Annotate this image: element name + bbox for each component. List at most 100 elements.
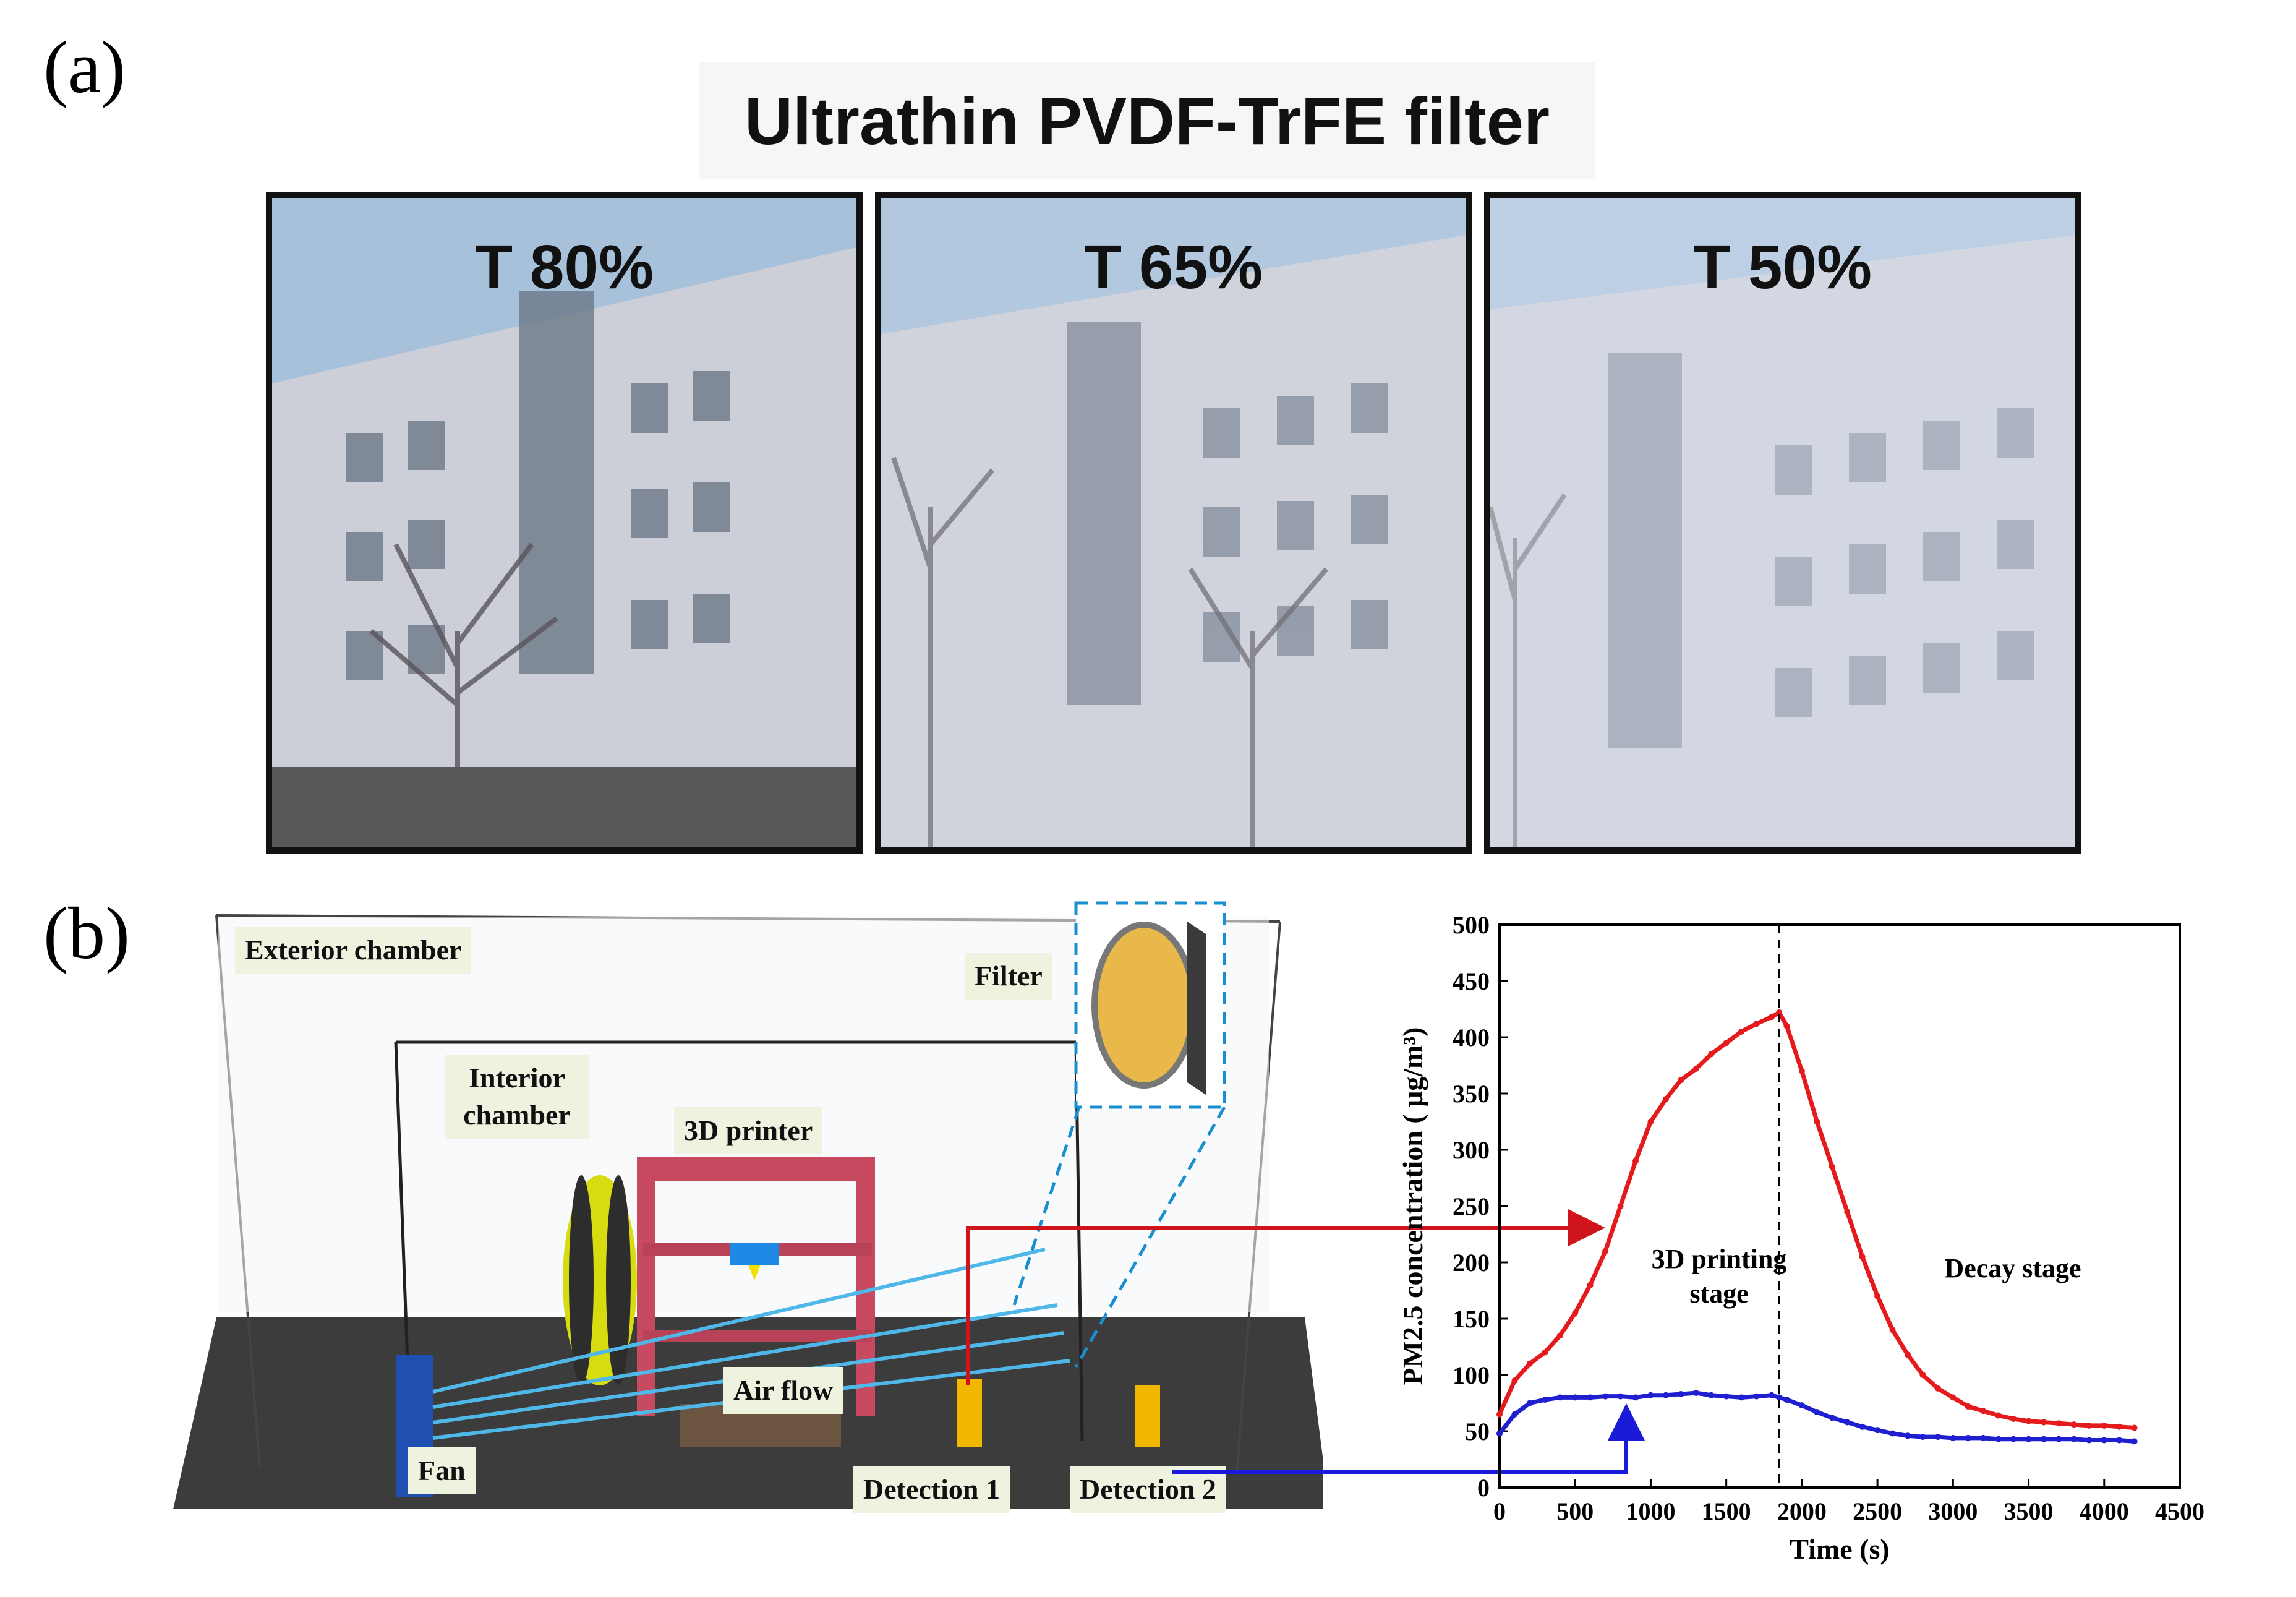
data-point xyxy=(1919,1372,1926,1378)
data-point xyxy=(1934,1434,1941,1441)
data-point xyxy=(1542,1397,1548,1403)
data-point xyxy=(1769,1014,1775,1021)
data-point xyxy=(1814,1118,1820,1125)
y-tick-label: 450 xyxy=(1453,967,1490,995)
data-point xyxy=(1572,1309,1579,1316)
data-point xyxy=(1934,1385,1941,1392)
x-tick-label: 4500 xyxy=(2155,1497,2204,1525)
data-point xyxy=(1738,1394,1745,1401)
data-point xyxy=(2070,1421,2077,1428)
data-point xyxy=(2101,1437,2107,1444)
data-point xyxy=(1738,1028,1745,1035)
interior-chamber-label: Interior chamber xyxy=(445,1055,589,1139)
data-point xyxy=(1647,1392,1654,1398)
y-tick-label: 250 xyxy=(1453,1192,1490,1220)
data-point xyxy=(1859,1423,1866,1430)
data-point xyxy=(1829,1415,1835,1421)
data-point xyxy=(1662,1096,1669,1103)
data-point xyxy=(1889,1430,1896,1437)
data-point xyxy=(1995,1412,2002,1419)
filter-title-box: Ultrathin PVDF-TrFE filter xyxy=(699,62,1595,179)
x-tick-label: 3000 xyxy=(1928,1497,1978,1525)
exterior-chamber-label: Exterior chamber xyxy=(235,927,472,974)
data-point xyxy=(1769,1392,1775,1398)
data-point xyxy=(2070,1436,2077,1442)
data-point xyxy=(1587,1282,1594,1288)
panel-a-label: (a) xyxy=(43,26,126,108)
y-tick-label: 350 xyxy=(1453,1080,1490,1108)
data-point xyxy=(2101,1422,2107,1429)
filter-title: Ultrathin PVDF-TrFE filter xyxy=(744,83,1550,158)
data-point xyxy=(1602,1393,1609,1400)
data-point xyxy=(1496,1411,1503,1418)
x-axis-label: Time (s) xyxy=(1790,1533,1889,1565)
data-point xyxy=(1844,1209,1851,1215)
data-point xyxy=(1511,1377,1518,1384)
building-scene-icon xyxy=(881,198,1466,847)
data-point xyxy=(2116,1437,2123,1444)
data-point xyxy=(1798,1402,1805,1409)
data-point xyxy=(1692,1390,1699,1397)
filament-spool xyxy=(563,1175,637,1385)
panel-b-label: (b) xyxy=(43,892,130,974)
data-point xyxy=(1776,1394,1783,1401)
x-tick-label: 500 xyxy=(1556,1497,1594,1525)
data-point xyxy=(2055,1420,2062,1427)
data-point xyxy=(2131,1424,2138,1431)
series-line-0 xyxy=(1497,1010,2135,1431)
x-tick-label: 1500 xyxy=(1702,1497,1751,1525)
data-point xyxy=(2010,1436,2017,1442)
printer-label: 3D printer xyxy=(674,1107,823,1154)
data-point xyxy=(1980,1408,1987,1415)
data-point xyxy=(1783,1397,1790,1403)
data-point xyxy=(1496,1430,1503,1437)
data-point xyxy=(1542,1349,1548,1356)
data-point xyxy=(1950,1394,1957,1401)
y-axis-label: PM2.5 concentration ( μg/m³) xyxy=(1397,1027,1428,1385)
photo-t65: T 65% xyxy=(875,192,1472,854)
data-point xyxy=(1678,1077,1684,1084)
plot-frame xyxy=(1498,923,2181,1489)
data-point xyxy=(1776,1009,1783,1016)
data-point xyxy=(1950,1434,1957,1441)
data-point xyxy=(1783,1022,1790,1029)
photo-t50: T 50% xyxy=(1484,192,2081,854)
x-tick-label: 2500 xyxy=(1853,1497,1902,1525)
detector-2-body xyxy=(1135,1385,1160,1447)
y-tick-label: 100 xyxy=(1453,1361,1490,1389)
y-tick-label: 150 xyxy=(1453,1305,1490,1333)
series-line-1 xyxy=(1498,1390,2135,1444)
setup-drawing xyxy=(173,901,1323,1509)
data-point xyxy=(1859,1253,1866,1260)
data-point xyxy=(1965,1403,1971,1410)
data-point xyxy=(2131,1438,2138,1445)
data-point xyxy=(1723,1393,1730,1400)
x-tick-label: 2000 xyxy=(1777,1497,1827,1525)
data-point xyxy=(2086,1422,2093,1429)
data-point xyxy=(1632,1394,1639,1401)
fan-label: Fan xyxy=(408,1447,476,1494)
photo-t50-label: T 50% xyxy=(1692,233,1872,302)
air-flow-label: Air flow xyxy=(723,1367,843,1414)
y-tick-label: 50 xyxy=(1465,1418,1490,1445)
data-point xyxy=(2025,1436,2032,1442)
data-point xyxy=(1874,1427,1881,1434)
data-point xyxy=(1798,1068,1805,1074)
data-point xyxy=(1753,1021,1760,1027)
data-point xyxy=(2041,1436,2047,1442)
data-point xyxy=(1632,1158,1639,1165)
y-tick-label: 400 xyxy=(1453,1024,1490,1051)
data-point xyxy=(1662,1392,1669,1398)
data-point xyxy=(1526,1400,1533,1406)
data-point xyxy=(1874,1293,1881,1299)
pm25-chart: 0 500 1000 1500 2000 2500 3000 3500 4000 4500 0 50 1… xyxy=(1397,911,2204,1565)
x-tick-label: 1000 xyxy=(1626,1497,1675,1525)
photo-t65-label: T 65% xyxy=(1083,233,1263,302)
y-tick-label: 200 xyxy=(1453,1249,1490,1277)
data-point xyxy=(1905,1351,1911,1358)
data-point xyxy=(1723,1040,1730,1047)
data-point xyxy=(1753,1393,1760,1400)
data-point xyxy=(2055,1436,2062,1442)
setup-diagram: Exterior chamber Interior chamber 3D pri… xyxy=(167,897,1323,1515)
data-point xyxy=(1647,1118,1654,1125)
